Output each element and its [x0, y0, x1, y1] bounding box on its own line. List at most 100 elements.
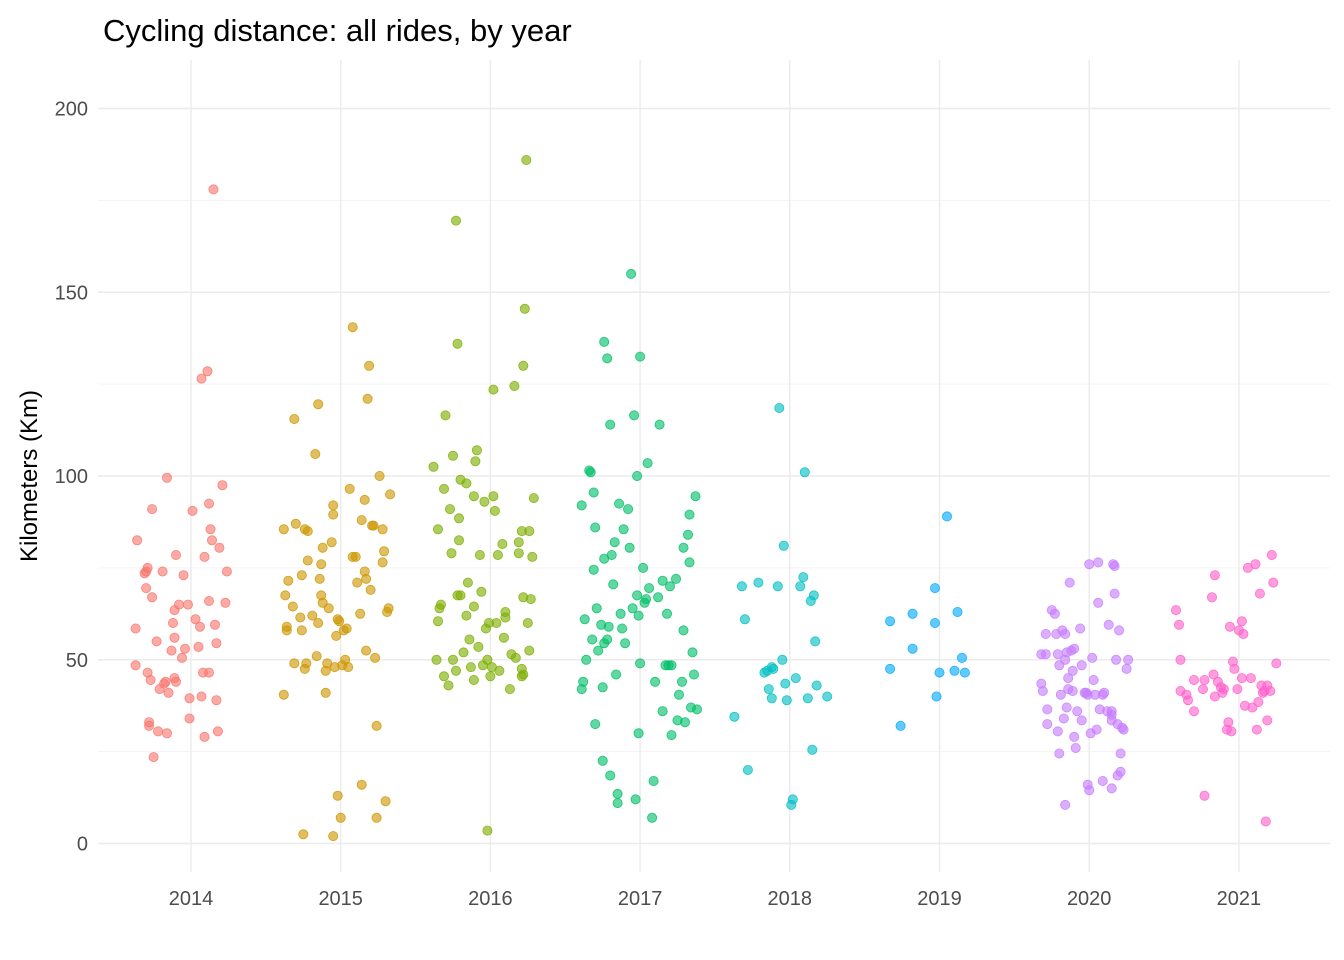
data-point-2016: [452, 338, 463, 349]
data-point-2014: [193, 641, 204, 652]
data-point-2015: [311, 651, 322, 662]
data-point-2015: [298, 829, 309, 840]
data-point-2021: [1174, 619, 1185, 630]
data-point-2016: [491, 618, 502, 629]
data-point-2018: [802, 693, 813, 704]
data-point-2017: [590, 522, 601, 533]
data-point-2020: [1099, 687, 1110, 698]
data-point-2016: [524, 645, 535, 656]
data-point-2017: [674, 689, 685, 700]
data-point-2016: [474, 550, 485, 561]
data-point-2014: [182, 599, 193, 610]
data-point-2017: [614, 498, 625, 509]
data-point-2015: [317, 542, 328, 553]
data-point-2016: [461, 610, 472, 621]
data-point-2015: [287, 601, 298, 612]
data-point-2018: [774, 402, 785, 413]
data-point-2016: [488, 384, 499, 395]
data-point-2018: [753, 577, 764, 588]
data-point-2014: [206, 535, 217, 546]
data-point-2014: [170, 676, 181, 687]
data-point-2017: [690, 491, 701, 502]
data-point-2016: [476, 586, 487, 597]
y-tick-label: 100: [55, 466, 88, 488]
data-point-2015: [313, 399, 324, 410]
data-point-2017: [620, 638, 631, 649]
data-point-2016: [440, 410, 451, 421]
data-point-2016: [513, 537, 524, 548]
data-point-2015: [328, 509, 339, 520]
data-point-2018: [778, 540, 789, 551]
data-point-2020: [1040, 629, 1051, 640]
data-point-2014: [161, 472, 172, 483]
data-point-2020: [1072, 706, 1083, 717]
data-point-2020: [1075, 623, 1086, 634]
data-point-2015: [328, 831, 339, 842]
data-point-2016: [453, 513, 464, 524]
data-point-2017: [603, 621, 614, 632]
data-point-2020: [1088, 675, 1099, 686]
data-point-2014: [160, 676, 171, 687]
data-point-2015: [332, 790, 343, 801]
data-point-2017: [632, 590, 643, 601]
data-point-2017: [597, 682, 608, 693]
data-point-2016: [468, 601, 479, 612]
data-point-2020: [1111, 654, 1122, 665]
data-point-2017: [588, 564, 599, 575]
data-point-2014: [212, 726, 223, 737]
data-point-2020: [1060, 629, 1071, 640]
data-point-2015: [328, 500, 339, 511]
data-point-2021: [1268, 577, 1279, 588]
data-point-2014: [205, 524, 216, 535]
data-point-2020: [1121, 663, 1132, 674]
data-point-2017: [642, 458, 653, 469]
data-point-2015: [356, 515, 367, 526]
data-point-2017: [591, 603, 602, 614]
data-point-2016: [464, 634, 475, 645]
y-tick-label: 50: [66, 650, 88, 672]
data-point-2017: [678, 625, 689, 636]
data-point-2017: [641, 594, 652, 605]
data-point-2020: [1052, 726, 1063, 737]
data-point-2019: [907, 643, 918, 654]
data-point-2014: [166, 645, 177, 656]
data-point-2017: [647, 812, 658, 823]
data-point-2014: [144, 720, 155, 731]
data-point-2015: [301, 658, 312, 669]
data-point-2017: [654, 419, 665, 430]
data-point-2015: [307, 610, 318, 621]
data-point-2017: [602, 634, 613, 645]
data-point-2016: [446, 548, 457, 559]
data-point-2015: [347, 322, 358, 333]
data-point-2018: [781, 695, 792, 706]
data-point-2016: [465, 662, 476, 673]
data-point-2017: [602, 353, 613, 364]
data-point-2020: [1097, 776, 1108, 787]
data-point-2015: [334, 616, 345, 627]
data-point-2017: [648, 776, 659, 787]
data-point-2016: [528, 493, 539, 504]
data-point-2014: [194, 621, 205, 632]
data-point-2018: [798, 572, 809, 583]
data-point-2020: [1037, 686, 1048, 697]
data-point-2017: [578, 676, 589, 687]
data-point-2017: [579, 614, 590, 625]
data-point-2016: [470, 456, 481, 467]
data-point-2015: [280, 590, 291, 601]
x-tick-label: 2020: [1067, 888, 1112, 910]
data-point-2017: [627, 603, 638, 614]
data-point-2015: [344, 483, 355, 494]
data-point-2014: [176, 652, 187, 663]
data-point-2014: [147, 504, 158, 515]
data-point-2020: [1049, 608, 1060, 619]
data-point-2018: [739, 614, 750, 625]
data-point-2016: [432, 524, 443, 535]
data-point-2017: [683, 529, 694, 540]
data-point-2016: [479, 496, 490, 507]
data-point-2015: [316, 559, 327, 570]
data-point-2014: [142, 562, 153, 573]
data-point-2016: [500, 607, 511, 618]
data-point-2014: [179, 643, 190, 654]
data-point-2021: [1251, 724, 1262, 735]
